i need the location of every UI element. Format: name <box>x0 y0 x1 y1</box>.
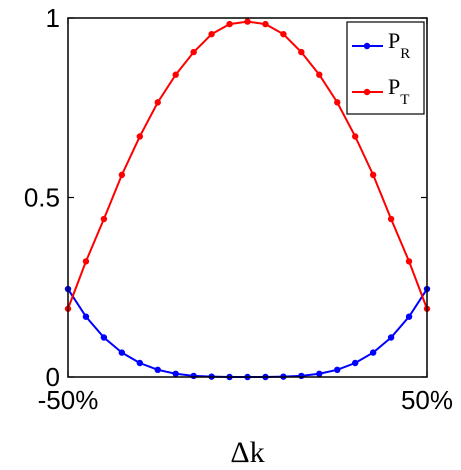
legend-box <box>346 21 425 115</box>
data-point <box>100 215 108 223</box>
x-tick-label: 50% <box>401 385 453 415</box>
data-point <box>334 366 341 374</box>
series-T <box>64 18 431 312</box>
legend-marker <box>363 42 371 50</box>
data-point <box>100 334 108 341</box>
data-point <box>82 258 90 265</box>
series-layer <box>64 18 431 381</box>
data-point <box>298 48 305 56</box>
series-line <box>67 288 428 378</box>
legend-label: PT <box>388 74 409 108</box>
data-point <box>316 370 323 377</box>
data-point <box>244 18 251 25</box>
data-point <box>154 99 161 106</box>
data-point <box>387 334 395 341</box>
x-axis-label: Δk <box>230 436 264 469</box>
data-point <box>405 313 413 320</box>
legend-label-main: P <box>388 28 400 53</box>
data-point <box>298 372 305 380</box>
series-R <box>64 285 431 381</box>
y-tick-label: 0.5 <box>24 183 60 213</box>
data-point <box>334 99 341 106</box>
data-point <box>405 258 413 265</box>
data-point <box>352 359 359 367</box>
ticks-layer: 0 0.5 1 -50% 50% <box>24 3 453 415</box>
y-tick-label: 1 <box>46 3 60 33</box>
y-tick-label: 0 <box>46 362 60 392</box>
data-point <box>154 366 161 374</box>
data-point <box>280 30 287 38</box>
legend-marker <box>363 88 371 96</box>
data-point <box>136 359 143 367</box>
data-point <box>387 215 395 223</box>
legend-label: PR <box>388 28 410 62</box>
data-point <box>118 171 126 179</box>
data-point <box>316 71 323 78</box>
data-point <box>172 71 179 78</box>
legend-item: PR <box>352 28 410 62</box>
legend-label-sub: R <box>400 46 410 62</box>
x-tick-label: -50% <box>38 385 99 415</box>
legend-label-main: P <box>388 74 400 99</box>
data-point <box>352 133 359 140</box>
data-point <box>136 133 143 140</box>
legend-label-sub: T <box>400 92 409 108</box>
data-point <box>208 30 215 38</box>
legend-item: PT <box>352 74 409 108</box>
data-point <box>190 48 197 56</box>
data-point <box>172 370 179 377</box>
data-point <box>369 349 377 356</box>
data-point <box>262 20 269 28</box>
data-point <box>190 372 197 380</box>
data-point <box>82 313 90 320</box>
data-point <box>369 171 377 179</box>
data-point <box>118 349 126 356</box>
data-point <box>226 20 233 28</box>
